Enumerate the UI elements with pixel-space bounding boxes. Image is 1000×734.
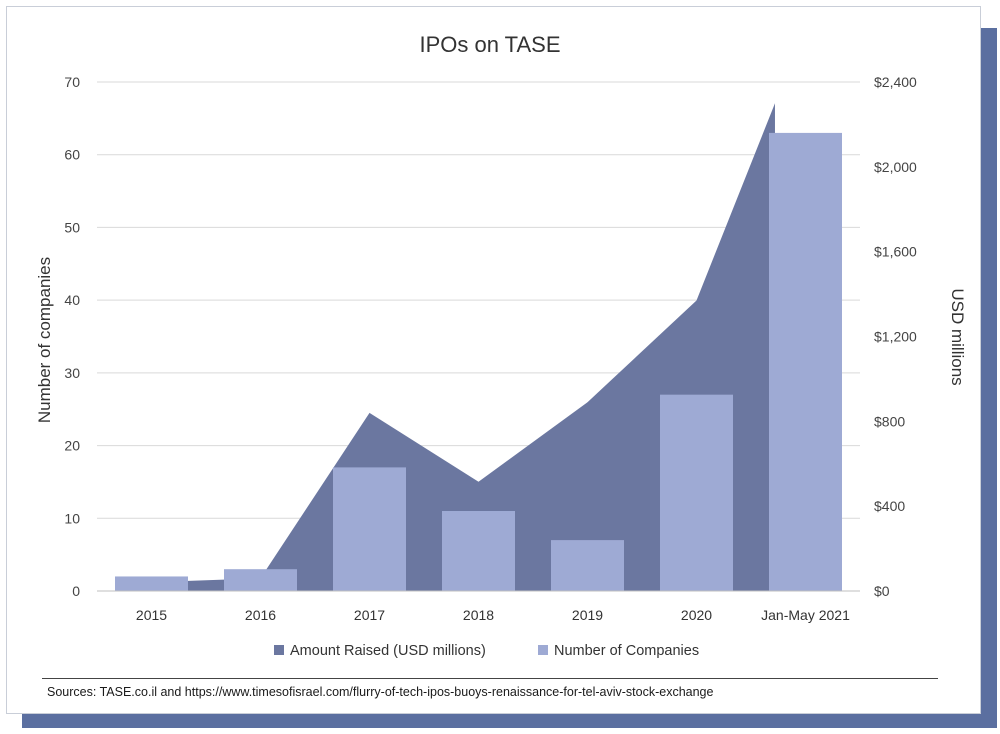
x-tick-label: 2017	[354, 607, 385, 623]
legend-label-amount-raised: Amount Raised (USD millions)	[290, 643, 486, 659]
bar-2016	[224, 569, 297, 591]
y-tick-label: 60	[64, 147, 80, 163]
bar-2015	[115, 576, 188, 591]
y-tick-label: 10	[64, 510, 80, 526]
legend-label-companies: Number of Companies	[554, 643, 699, 659]
x-tick-label: 2019	[572, 607, 603, 623]
y2-axis-label: USD millions	[948, 288, 967, 385]
y2-tick-label: $0	[874, 583, 890, 599]
bar-jan-may-2021	[769, 132, 842, 591]
y-tick-label: 30	[64, 365, 80, 381]
company-bars	[115, 132, 842, 591]
y-tick-label: 70	[64, 74, 80, 90]
bar-2019	[551, 540, 624, 591]
amount-raised-area-shape	[171, 103, 775, 591]
y-tick-label: 0	[72, 583, 80, 599]
sources-text: Sources: TASE.co.il and https://www.time…	[47, 685, 714, 699]
y2-tick-label: $800	[874, 413, 905, 429]
legend-swatch-companies	[538, 645, 548, 655]
x-tick-label: 2016	[245, 607, 276, 623]
legend-swatch-amount-raised	[274, 645, 284, 655]
chart-title: IPOs on TASE	[419, 32, 560, 57]
sources-divider	[42, 678, 938, 679]
y2-tick-label: $400	[874, 498, 905, 514]
bar-2020	[660, 394, 733, 591]
axes: 0 10 20 30 40 50 60 70 $0 $400 $800 $1,200 $1,600 $2,…	[64, 74, 917, 623]
y2-tick-label: $1,200	[874, 329, 917, 345]
x-tick-label: 2015	[136, 607, 167, 623]
y-axis-label: Number of companies	[35, 257, 54, 423]
y2-tick-label: $2,400	[874, 74, 917, 90]
bar-2018	[442, 511, 515, 591]
y-tick-label: 40	[64, 292, 80, 308]
bar-2017	[333, 467, 406, 591]
y2-tick-label: $2,000	[874, 159, 917, 175]
x-tick-label: Jan-May 2021	[761, 607, 850, 623]
y2-tick-label: $1,600	[874, 244, 917, 260]
y-tick-label: 50	[64, 219, 80, 235]
x-tick-label: 2020	[681, 607, 712, 623]
legend: Amount Raised (USD millions) Number of Co…	[274, 643, 699, 659]
y-tick-label: 20	[64, 438, 80, 454]
x-tick-label: 2018	[463, 607, 494, 623]
